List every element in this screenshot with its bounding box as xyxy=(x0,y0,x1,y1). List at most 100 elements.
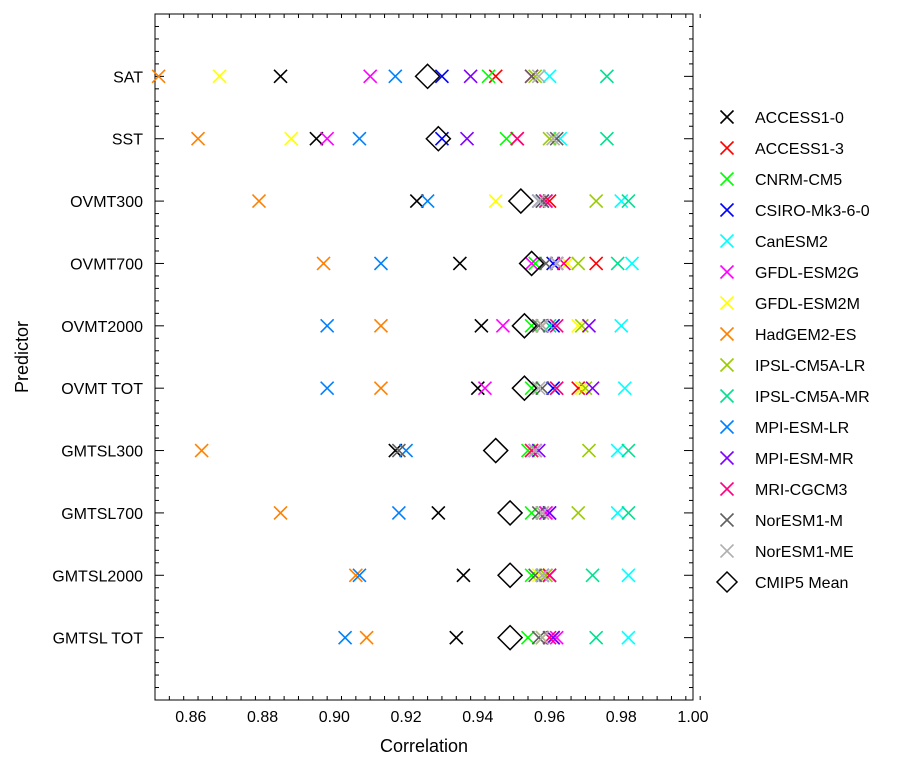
data-point-stroke xyxy=(585,568,600,583)
data-point-mean xyxy=(511,312,538,339)
data-point-stroke xyxy=(320,318,335,333)
data-point xyxy=(589,256,604,271)
data-point xyxy=(524,69,539,84)
data-point-stroke xyxy=(531,69,546,84)
data-point-stroke xyxy=(553,131,568,146)
data-point xyxy=(488,69,503,84)
data-point-stroke xyxy=(474,318,489,333)
data-point xyxy=(621,505,636,520)
data-point xyxy=(459,131,475,146)
legend-marker xyxy=(719,388,735,404)
data-point-stroke xyxy=(574,318,589,333)
data-point xyxy=(431,505,446,520)
data-point-stroke xyxy=(535,318,550,333)
data-point xyxy=(542,318,557,333)
data-point-stroke xyxy=(614,194,629,209)
data-point-stroke xyxy=(391,505,406,520)
data-point-stroke xyxy=(338,630,353,645)
legend-marker-stroke xyxy=(719,233,735,249)
data-point-stroke xyxy=(320,381,335,396)
data-point xyxy=(391,443,406,458)
data-point xyxy=(621,443,636,458)
data-point xyxy=(190,131,206,146)
data-point-stroke xyxy=(531,505,546,520)
data-point-mean xyxy=(511,375,538,402)
data-point-stroke xyxy=(459,131,475,146)
data-point-stroke xyxy=(556,256,571,271)
data-point-stroke xyxy=(481,69,496,84)
data-point xyxy=(320,318,335,333)
legend-marker xyxy=(719,202,735,218)
data-point xyxy=(524,256,539,271)
legend-marker-stroke xyxy=(719,512,735,528)
legend-marker xyxy=(719,171,735,187)
data-point-stroke xyxy=(599,131,614,146)
data-point xyxy=(273,505,288,520)
legend-label: IPSL-CM5A-LR xyxy=(755,358,865,375)
data-point xyxy=(528,568,543,583)
x-tick-label: 0.88 xyxy=(247,709,278,726)
data-point xyxy=(546,256,561,271)
legend-label: MPI-ESM-MR xyxy=(755,451,854,468)
data-point xyxy=(388,443,403,458)
data-point xyxy=(452,256,467,271)
data-point xyxy=(373,381,389,396)
data-point-stroke xyxy=(477,381,493,396)
data-point-mean xyxy=(414,63,441,90)
data-point-stroke xyxy=(520,443,536,458)
data-point-stroke xyxy=(614,318,629,333)
data-point-stroke xyxy=(352,131,367,146)
data-point-stroke xyxy=(538,568,554,583)
data-point-stroke xyxy=(571,381,586,396)
data-point-stroke xyxy=(399,443,414,458)
data-point-stroke xyxy=(520,630,536,645)
data-point-stroke xyxy=(538,505,554,520)
legend-marker-stroke xyxy=(719,264,735,280)
legend-marker-stroke xyxy=(719,419,735,435)
data-point xyxy=(495,318,510,333)
data-point-stroke xyxy=(589,256,604,271)
data-point xyxy=(614,194,629,209)
plot-frame xyxy=(154,13,694,701)
legend: ACCESS1-0 ACCESS1-3 CNRM-CM5 CSIRO-Mk3-6-0 C… xyxy=(715,109,870,594)
data-point xyxy=(599,69,614,84)
legend-label: ACCESS1-3 xyxy=(755,141,844,158)
legend-marker xyxy=(719,264,735,280)
plot-area: 0.86 0.88 0.90 0.92 0.94 0.96 0.98 1.00 SAT SST OV… xyxy=(52,13,709,726)
data-point-stroke xyxy=(621,568,636,583)
legend-label: MPI-ESM-LR xyxy=(755,420,849,437)
data-point-stroke xyxy=(589,194,604,209)
data-point xyxy=(546,381,561,396)
data-point xyxy=(359,630,374,645)
data-point xyxy=(574,381,589,396)
data-point xyxy=(524,505,539,520)
data-point xyxy=(542,69,557,84)
data-point-stroke xyxy=(542,568,557,583)
x-tick-label: 0.96 xyxy=(534,709,565,726)
data-point-stroke xyxy=(531,443,546,458)
data-point-stroke xyxy=(524,318,539,333)
data-point-stroke xyxy=(621,443,636,458)
data-point xyxy=(585,568,600,583)
data-point xyxy=(528,69,543,84)
legend-marker xyxy=(719,357,735,373)
data-point xyxy=(571,318,586,333)
data-point-stroke xyxy=(549,318,564,333)
data-point-stroke xyxy=(542,505,557,520)
data-point-mean xyxy=(518,250,545,277)
x-tick-label: 0.92 xyxy=(390,709,421,726)
data-point-stroke xyxy=(542,69,557,84)
data-point xyxy=(538,505,554,520)
data-point xyxy=(542,630,557,645)
data-point-stroke xyxy=(571,256,586,271)
data-point xyxy=(338,630,353,645)
legend-marker xyxy=(719,295,735,311)
data-point xyxy=(477,381,493,396)
legend-label: CMIP5 Mean xyxy=(755,575,848,592)
data-point-stroke xyxy=(538,194,554,209)
data-point xyxy=(535,505,550,520)
data-point-stroke xyxy=(273,505,288,520)
data-point xyxy=(320,381,335,396)
data-point xyxy=(524,443,539,458)
data-point-stroke xyxy=(574,381,589,396)
